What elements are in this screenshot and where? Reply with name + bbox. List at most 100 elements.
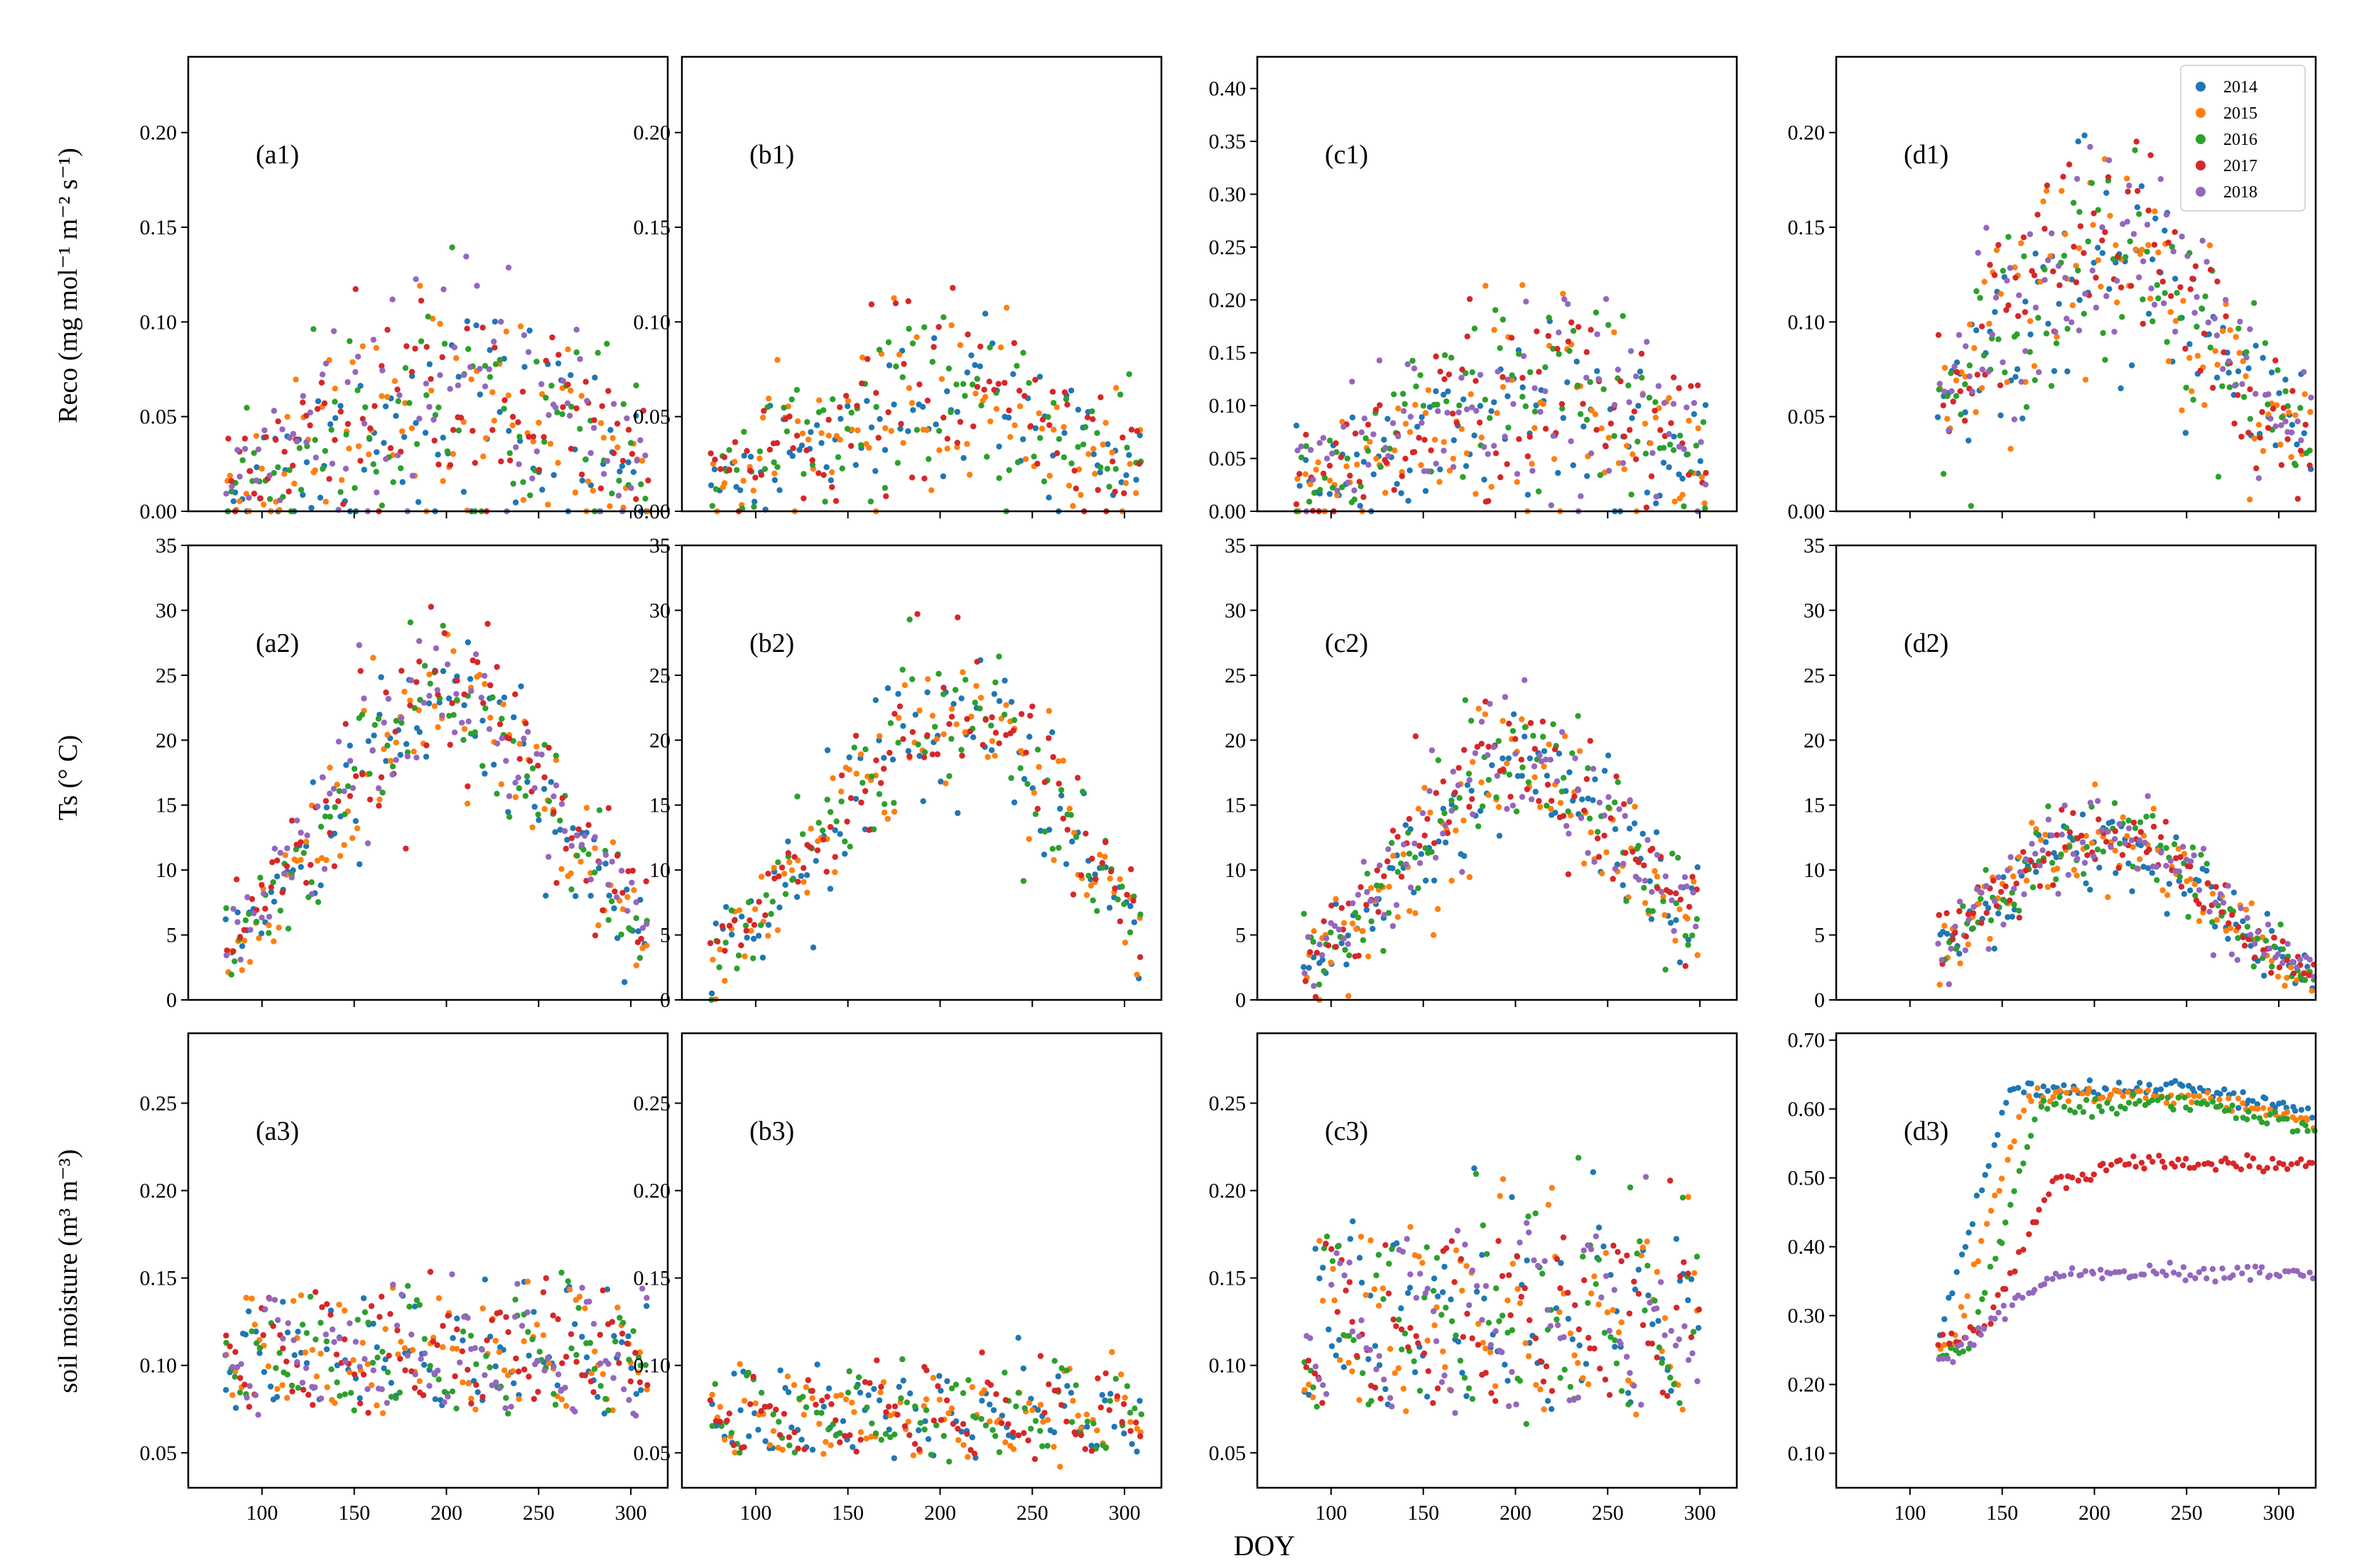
data-point: [2255, 929, 2261, 935]
data-point: [1671, 927, 1677, 935]
data-point: [499, 715, 505, 722]
data-point: [1350, 900, 1356, 907]
data-point: [972, 1415, 979, 1421]
data-point: [1400, 408, 1407, 414]
data-point: [1989, 331, 1995, 338]
y-tick-label: 0.05: [634, 1442, 671, 1465]
data-point: [1622, 812, 1628, 820]
data-point: [379, 1349, 386, 1355]
data-point: [1034, 460, 1041, 467]
data-point: [1440, 1348, 1446, 1355]
data-point: [1481, 444, 1487, 450]
data-point: [1661, 1315, 1669, 1322]
data-point: [366, 435, 373, 441]
data-point: [913, 427, 921, 433]
data-point: [974, 383, 981, 390]
data-point: [761, 408, 767, 414]
data-point: [1681, 1323, 1688, 1329]
data-point: [552, 829, 558, 835]
y-tick-label: 5: [1814, 924, 1825, 947]
data-point: [1434, 1293, 1441, 1300]
data-point: [2171, 841, 2178, 848]
data-point: [858, 799, 864, 806]
data-point: [2136, 274, 2142, 281]
data-point: [2260, 447, 2267, 454]
data-point: [327, 1312, 334, 1318]
data-point: [1645, 908, 1652, 914]
data-point: [2294, 977, 2300, 984]
data-point: [1400, 1385, 1407, 1392]
data-point: [801, 1412, 807, 1418]
data-point: [1083, 830, 1089, 837]
data-point: [1500, 766, 1507, 773]
data-point: [785, 1389, 792, 1395]
data-point: [1531, 408, 1539, 415]
data-point: [609, 1407, 616, 1414]
data-point: [2004, 278, 2010, 284]
data-point: [303, 1360, 310, 1366]
data-point: [505, 1372, 511, 1378]
data-point: [401, 434, 408, 440]
data-point: [1474, 744, 1480, 750]
data-point: [1094, 908, 1100, 915]
data-point: [1978, 920, 1985, 926]
data-point: [1654, 1268, 1660, 1275]
data-point: [384, 1400, 390, 1406]
data-point: [750, 935, 757, 942]
data-point: [1020, 878, 1027, 884]
data-point: [447, 386, 453, 392]
data-point: [568, 387, 574, 394]
data-point: [1339, 484, 1345, 491]
data-point: [2289, 429, 2295, 436]
data-point: [271, 1297, 278, 1303]
data-point: [2308, 394, 2314, 401]
data-point: [1385, 1290, 1392, 1297]
data-point: [261, 1368, 268, 1376]
data-point: [1376, 357, 1383, 364]
data-point: [568, 1331, 575, 1337]
y-tick-label: 20: [649, 729, 671, 752]
data-point: [332, 415, 339, 421]
data-point: [1377, 402, 1383, 408]
panel-frame: [1835, 544, 2317, 1001]
data-point: [573, 327, 580, 333]
data-point: [785, 838, 791, 845]
data-point: [1316, 1275, 1323, 1282]
data-point: [454, 1315, 460, 1322]
data-point: [368, 1382, 375, 1388]
data-point: [290, 1297, 297, 1305]
data-point: [1328, 959, 1334, 966]
data-point: [1596, 376, 1603, 383]
data-point: [1453, 827, 1459, 834]
data-point: [1409, 357, 1416, 364]
data-point: [253, 432, 259, 439]
data-point: [751, 922, 758, 928]
data-point: [1671, 433, 1677, 440]
data-point: [944, 445, 950, 452]
data-point: [1588, 1246, 1595, 1253]
data-point: [828, 824, 834, 830]
data-point: [2110, 256, 2117, 263]
data-point: [1985, 1163, 1992, 1170]
data-point: [868, 424, 875, 430]
data-point: [898, 420, 904, 427]
data-point: [432, 1396, 438, 1403]
x-tick-label: 200: [1500, 1501, 1531, 1525]
data-point: [838, 788, 845, 795]
data-point: [914, 611, 921, 617]
data-point: [1635, 842, 1642, 849]
data-point: [1459, 366, 1465, 373]
data-point: [820, 1451, 827, 1457]
data-point: [816, 1420, 823, 1427]
data-point: [1575, 1155, 1582, 1161]
data-point: [611, 905, 617, 912]
data-point: [813, 858, 819, 864]
data-point: [2125, 860, 2132, 867]
data-point: [369, 747, 376, 754]
data-point: [460, 489, 467, 495]
data-point: [229, 483, 235, 490]
data-point: [2270, 405, 2277, 412]
data-point: [472, 729, 478, 736]
data-point: [2268, 958, 2275, 964]
data-point: [1343, 1287, 1349, 1294]
